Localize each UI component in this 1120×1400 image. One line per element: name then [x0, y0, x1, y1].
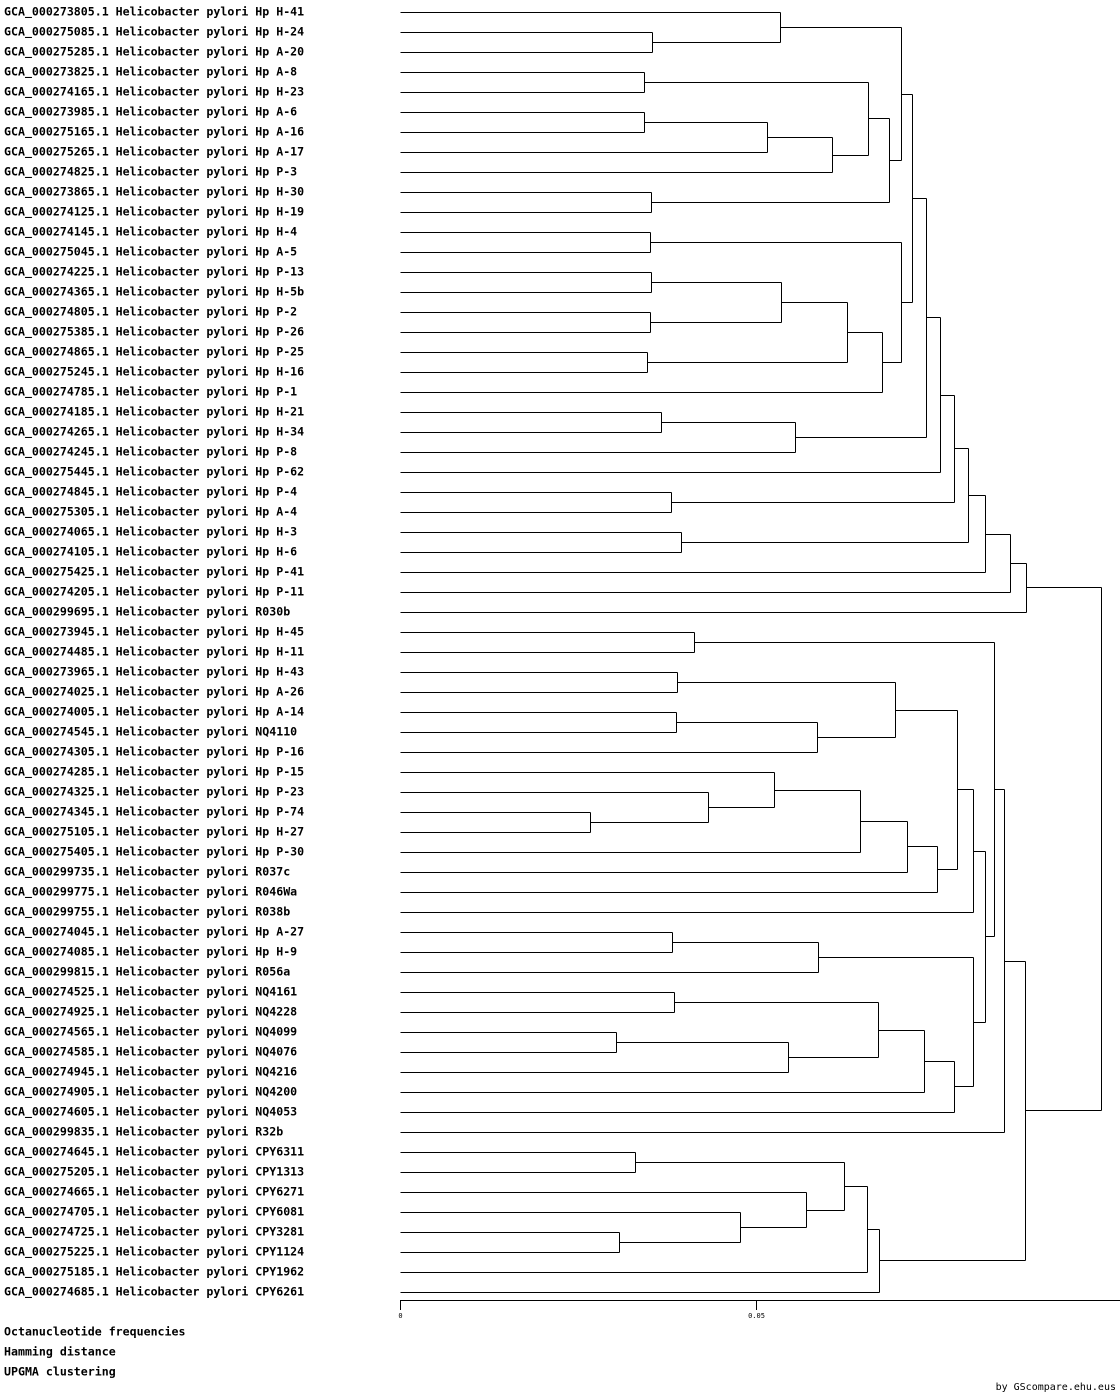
leaf-label: GCA_000274245.1 Helicobacter pylori Hp P…: [4, 445, 297, 460]
leaf-label: GCA_000275245.1 Helicobacter pylori Hp H…: [4, 365, 304, 380]
leaf-label: GCA_000273965.1 Helicobacter pylori Hp H…: [4, 665, 304, 680]
leaf-label: GCA_000274265.1 Helicobacter pylori Hp H…: [4, 425, 304, 440]
leaf-label: GCA_000274005.1 Helicobacter pylori Hp A…: [4, 705, 304, 720]
leaf-label: GCA_000274525.1 Helicobacter pylori NQ41…: [4, 985, 297, 1000]
leaf-label: GCA_000274025.1 Helicobacter pylori Hp A…: [4, 685, 304, 700]
leaf-label: GCA_000273945.1 Helicobacter pylori Hp H…: [4, 625, 304, 640]
leaf-label: GCA_000274805.1 Helicobacter pylori Hp P…: [4, 305, 297, 320]
leaf-label: GCA_000273985.1 Helicobacter pylori Hp A…: [4, 105, 297, 120]
leaf-label: GCA_000274325.1 Helicobacter pylori Hp P…: [4, 785, 304, 800]
leaf-label: GCA_000274485.1 Helicobacter pylori Hp H…: [4, 645, 304, 660]
leaf-label: GCA_000275265.1 Helicobacter pylori Hp A…: [4, 145, 304, 160]
leaf-label: GCA_000274205.1 Helicobacter pylori Hp P…: [4, 585, 304, 600]
leaf-label: GCA_000274545.1 Helicobacter pylori NQ41…: [4, 725, 297, 740]
leaf-label: GCA_000275225.1 Helicobacter pylori CPY1…: [4, 1245, 304, 1260]
leaf-label: GCA_000273865.1 Helicobacter pylori Hp H…: [4, 185, 304, 200]
leaf-label: GCA_000299775.1 Helicobacter pylori R046…: [4, 885, 297, 900]
leaf-label: GCA_000274285.1 Helicobacter pylori Hp P…: [4, 765, 304, 780]
leaf-label: GCA_000274105.1 Helicobacter pylori Hp H…: [4, 545, 297, 560]
leaf-label: GCA_000274585.1 Helicobacter pylori NQ40…: [4, 1045, 297, 1060]
leaf-label: GCA_000274905.1 Helicobacter pylori NQ42…: [4, 1085, 297, 1100]
leaf-label: GCA_000274825.1 Helicobacter pylori Hp P…: [4, 165, 297, 180]
leaf-label: GCA_000274665.1 Helicobacter pylori CPY6…: [4, 1185, 304, 1200]
leaf-label: GCA_000274125.1 Helicobacter pylori Hp H…: [4, 205, 304, 220]
leaf-label: GCA_000275105.1 Helicobacter pylori Hp H…: [4, 825, 304, 840]
leaf-label: GCA_000274365.1 Helicobacter pylori Hp H…: [4, 285, 304, 300]
leaf-label: GCA_000299755.1 Helicobacter pylori R038…: [4, 905, 290, 920]
leaf-label: GCA_000274145.1 Helicobacter pylori Hp H…: [4, 225, 297, 240]
leaf-label: GCA_000275165.1 Helicobacter pylori Hp A…: [4, 125, 304, 140]
leaf-label: GCA_000274345.1 Helicobacter pylori Hp P…: [4, 805, 304, 820]
leaf-label: GCA_000274305.1 Helicobacter pylori Hp P…: [4, 745, 304, 760]
leaf-label: GCA_000275285.1 Helicobacter pylori Hp A…: [4, 45, 304, 60]
leaf-label: GCA_000274085.1 Helicobacter pylori Hp H…: [4, 945, 297, 960]
x-tick-label: 0: [398, 1312, 402, 1320]
leaf-label: GCA_000275385.1 Helicobacter pylori Hp P…: [4, 325, 304, 340]
leaf-label: GCA_000274045.1 Helicobacter pylori Hp A…: [4, 925, 304, 940]
credit: by GScompare.ehu.eus: [996, 1382, 1116, 1393]
leaf-label: GCA_000275185.1 Helicobacter pylori CPY1…: [4, 1265, 304, 1280]
leaf-label: GCA_000275085.1 Helicobacter pylori Hp H…: [4, 25, 304, 40]
leaf-label: GCA_000274685.1 Helicobacter pylori CPY6…: [4, 1285, 304, 1300]
leaf-label: GCA_000299835.1 Helicobacter pylori R32b: [4, 1125, 283, 1140]
leaf-label: GCA_000274925.1 Helicobacter pylori NQ42…: [4, 1005, 297, 1020]
leaf-label: GCA_000274565.1 Helicobacter pylori NQ40…: [4, 1025, 297, 1040]
leaf-label: GCA_000273825.1 Helicobacter pylori Hp A…: [4, 65, 297, 80]
leaf-label: GCA_000274225.1 Helicobacter pylori Hp P…: [4, 265, 304, 280]
leaf-label: GCA_000275045.1 Helicobacter pylori Hp A…: [4, 245, 297, 260]
leaf-label: GCA_000274785.1 Helicobacter pylori Hp P…: [4, 385, 297, 400]
leaf-label: GCA_000299815.1 Helicobacter pylori R056…: [4, 965, 290, 980]
leaf-label: GCA_000274605.1 Helicobacter pylori NQ40…: [4, 1105, 297, 1120]
leaf-label: GCA_000275305.1 Helicobacter pylori Hp A…: [4, 505, 297, 520]
leaf-label: GCA_000275205.1 Helicobacter pylori CPY1…: [4, 1165, 304, 1180]
leaf-label: GCA_000274165.1 Helicobacter pylori Hp H…: [4, 85, 304, 100]
leaf-label: GCA_000299695.1 Helicobacter pylori R030…: [4, 605, 290, 620]
leaf-label: GCA_000273805.1 Helicobacter pylori Hp H…: [4, 5, 304, 20]
leaf-label: GCA_000275425.1 Helicobacter pylori Hp P…: [4, 565, 304, 580]
method-line: Octanucleotide frequencies: [4, 1325, 186, 1339]
leaf-label: GCA_000274705.1 Helicobacter pylori CPY6…: [4, 1205, 304, 1220]
leaf-label: GCA_000274845.1 Helicobacter pylori Hp P…: [4, 485, 297, 500]
method-line: Hamming distance: [4, 1345, 116, 1359]
leaf-label: GCA_000274645.1 Helicobacter pylori CPY6…: [4, 1145, 304, 1160]
x-tick-label: 0.05: [748, 1312, 765, 1320]
method-line: UPGMA clustering: [4, 1365, 116, 1379]
leaf-label: GCA_000274865.1 Helicobacter pylori Hp P…: [4, 345, 304, 360]
leaf-label: GCA_000274945.1 Helicobacter pylori NQ42…: [4, 1065, 297, 1080]
leaf-label: GCA_000299735.1 Helicobacter pylori R037…: [4, 865, 290, 880]
leaf-label: GCA_000274185.1 Helicobacter pylori Hp H…: [4, 405, 304, 420]
leaf-label: GCA_000274725.1 Helicobacter pylori CPY3…: [4, 1225, 304, 1240]
leaf-label: GCA_000275445.1 Helicobacter pylori Hp P…: [4, 465, 304, 480]
leaf-label: GCA_000275405.1 Helicobacter pylori Hp P…: [4, 845, 304, 860]
leaf-label: GCA_000274065.1 Helicobacter pylori Hp H…: [4, 525, 297, 540]
